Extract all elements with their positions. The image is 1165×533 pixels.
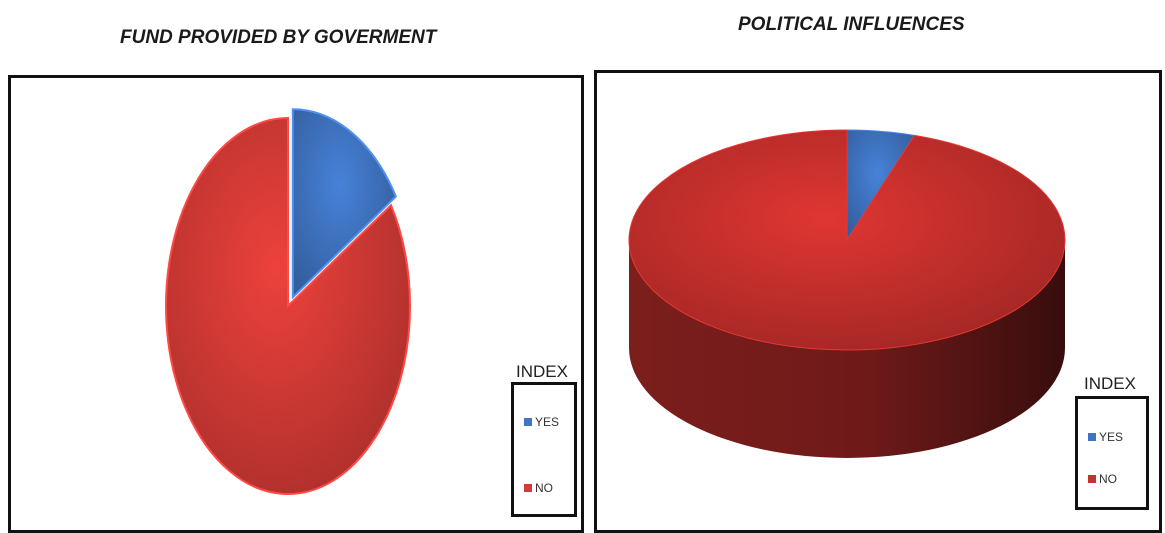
chart-title-fund: FUND PROVIDED BY GOVERMENT (120, 27, 437, 48)
legend-item-yes: YES (524, 414, 559, 429)
pie-slice-no (165, 116, 411, 495)
legend-swatch-yes (1088, 432, 1096, 441)
legend-political: YES NO (1075, 396, 1149, 510)
legend-swatch-no (524, 483, 532, 492)
legend-item-no: NO (524, 480, 553, 495)
chart-title-political: POLITICAL INFLUENCES (738, 14, 965, 35)
legend-label-no: NO (1099, 471, 1117, 486)
legend-fund: YES NO (511, 382, 577, 517)
legend-item-no: NO (1088, 471, 1117, 486)
pie-side-no (629, 240, 1065, 458)
legend-label-yes: YES (1099, 429, 1124, 444)
legend-swatch-yes (524, 417, 532, 426)
legend-swatch-no (1088, 474, 1096, 483)
legend-item-yes: YES (1088, 429, 1123, 444)
legend-title-fund: INDEX (516, 362, 568, 381)
pie-slice-no (628, 129, 1066, 351)
pie-slice-yes (291, 108, 398, 300)
legend-label-yes: YES (535, 414, 560, 429)
legend-title-political: INDEX (1084, 374, 1136, 393)
legend-label-no: NO (535, 480, 553, 495)
